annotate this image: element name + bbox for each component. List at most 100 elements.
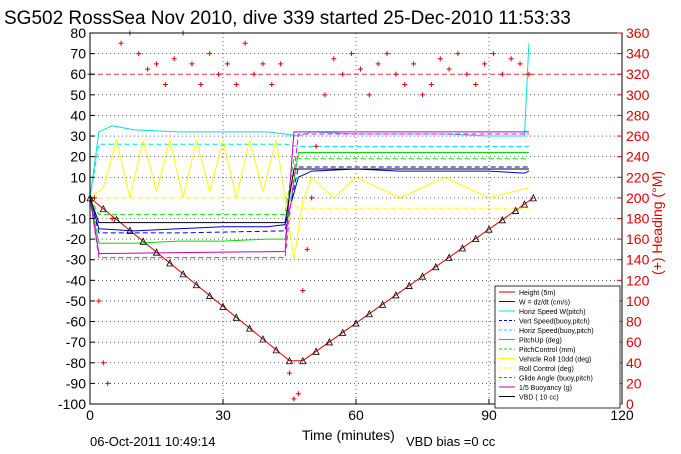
x-tick-label: 0 <box>86 407 94 423</box>
series-line-6 <box>89 152 529 244</box>
y-axis-right-label: (+) Heading (°M) <box>649 171 665 275</box>
heading-marker <box>287 370 292 376</box>
heading-marker <box>260 61 266 67</box>
series-line-9 <box>90 197 529 209</box>
x-tick-label: 90 <box>481 407 497 423</box>
y-axis-right: 3603403203002802602402202001801601401201… <box>617 25 650 412</box>
heading-marker <box>291 396 297 402</box>
heading-marker <box>517 61 523 67</box>
heading-marker <box>207 51 213 57</box>
height-marker <box>126 226 134 234</box>
heading-marker <box>304 246 310 252</box>
heading-marker <box>446 66 452 72</box>
y-tick-label: -50 <box>66 293 86 309</box>
y-tick-label: 20 <box>70 149 86 165</box>
y-tick-label: -70 <box>66 334 86 350</box>
chart-title: SG502 RossSea Nov 2010, dive 339 started… <box>4 8 571 29</box>
height-marker <box>445 253 453 261</box>
height-marker <box>520 200 529 208</box>
heading-marker <box>428 82 434 88</box>
y-right-tick-label: 300 <box>626 87 650 103</box>
heading-marker <box>118 40 124 46</box>
height-marker <box>392 291 400 299</box>
height-marker <box>418 272 427 280</box>
height-marker <box>272 345 280 354</box>
heading-marker <box>105 380 111 386</box>
height-marker <box>378 300 387 308</box>
y-right-tick-label: 40 <box>626 355 642 371</box>
y-right-tick-label: 340 <box>626 46 650 62</box>
legend-entry: Horiz Speed W(pitch) <box>519 309 586 316</box>
heading-marker <box>366 92 372 98</box>
y-right-tick-label: 220 <box>626 169 650 185</box>
y-right-tick-label: 120 <box>626 272 650 288</box>
height-marker <box>285 356 294 365</box>
series-line-11 <box>89 131 529 255</box>
y-right-tick-label: 160 <box>626 231 650 247</box>
height-marker <box>339 328 347 336</box>
height-marker <box>352 319 360 327</box>
heading-marker <box>233 82 239 88</box>
height-marker <box>259 335 267 343</box>
y-tick-label: 0 <box>78 190 86 206</box>
y-right-tick-label: 100 <box>626 293 650 309</box>
series-line-12 <box>89 168 529 224</box>
y-right-tick-label: 360 <box>626 25 650 41</box>
y-right-tick-label: 200 <box>626 190 650 206</box>
height-marker <box>485 225 493 233</box>
series-line-1 <box>89 197 534 362</box>
y-right-tick-label: 140 <box>626 252 650 268</box>
heading-marker <box>508 56 514 62</box>
height-marker <box>139 237 147 245</box>
legend-box <box>494 285 621 409</box>
heading-marker <box>420 92 425 98</box>
heading-marker <box>136 51 142 57</box>
y-right-tick-label: 320 <box>626 66 650 82</box>
height-marker <box>432 262 440 271</box>
x-axis-label: Time (minutes) <box>302 427 395 443</box>
heading-marker <box>455 51 461 57</box>
series-line-7 <box>89 158 529 215</box>
y-right-tick-label: 20 <box>626 375 642 391</box>
heading-marker <box>349 51 355 57</box>
heading-marker <box>309 195 315 201</box>
heading-marker <box>154 61 159 67</box>
height-marker <box>192 280 201 289</box>
series-line-2 <box>89 168 530 232</box>
y-tick-label: 80 <box>70 25 86 41</box>
heading-marker <box>375 61 381 67</box>
heading-marker <box>198 82 204 88</box>
heading-marker <box>109 216 115 221</box>
height-marker <box>299 356 307 365</box>
y-tick-label: -30 <box>66 252 86 268</box>
heading-marker <box>402 82 408 88</box>
heading-marker <box>482 61 488 67</box>
height-marker <box>312 347 320 355</box>
heading-marker <box>100 360 106 366</box>
series-layer <box>86 43 537 365</box>
y-right-tick-label: 0 <box>626 396 634 412</box>
y-tick-label: -40 <box>66 272 86 288</box>
heading-marker <box>189 61 195 67</box>
x-tick-label: 120 <box>610 407 634 423</box>
height-marker <box>365 309 373 318</box>
height-marker <box>232 313 240 321</box>
legend-entry: VBD ( 10 cc) <box>519 395 559 402</box>
height-marker <box>206 291 214 299</box>
y-tick-label: -100 <box>58 396 86 412</box>
heading-marker <box>331 56 337 62</box>
legend-entry: Height (5m) <box>519 290 556 297</box>
x-tick-label: 30 <box>215 407 231 423</box>
heading-marker <box>96 298 102 304</box>
x-tick-label: 60 <box>348 407 364 423</box>
heading-marker <box>278 61 284 67</box>
height-marker <box>325 338 334 346</box>
y-right-tick-label: 60 <box>626 334 642 350</box>
legend-entry: Glide Angle (buoy,pitch) <box>519 376 593 383</box>
heading-marker <box>490 51 496 57</box>
y-tick-label: -60 <box>66 314 86 330</box>
height-marker <box>219 302 227 310</box>
y-tick-label: 60 <box>70 66 86 82</box>
legend-entry: Roll Control (deg) <box>519 366 574 373</box>
